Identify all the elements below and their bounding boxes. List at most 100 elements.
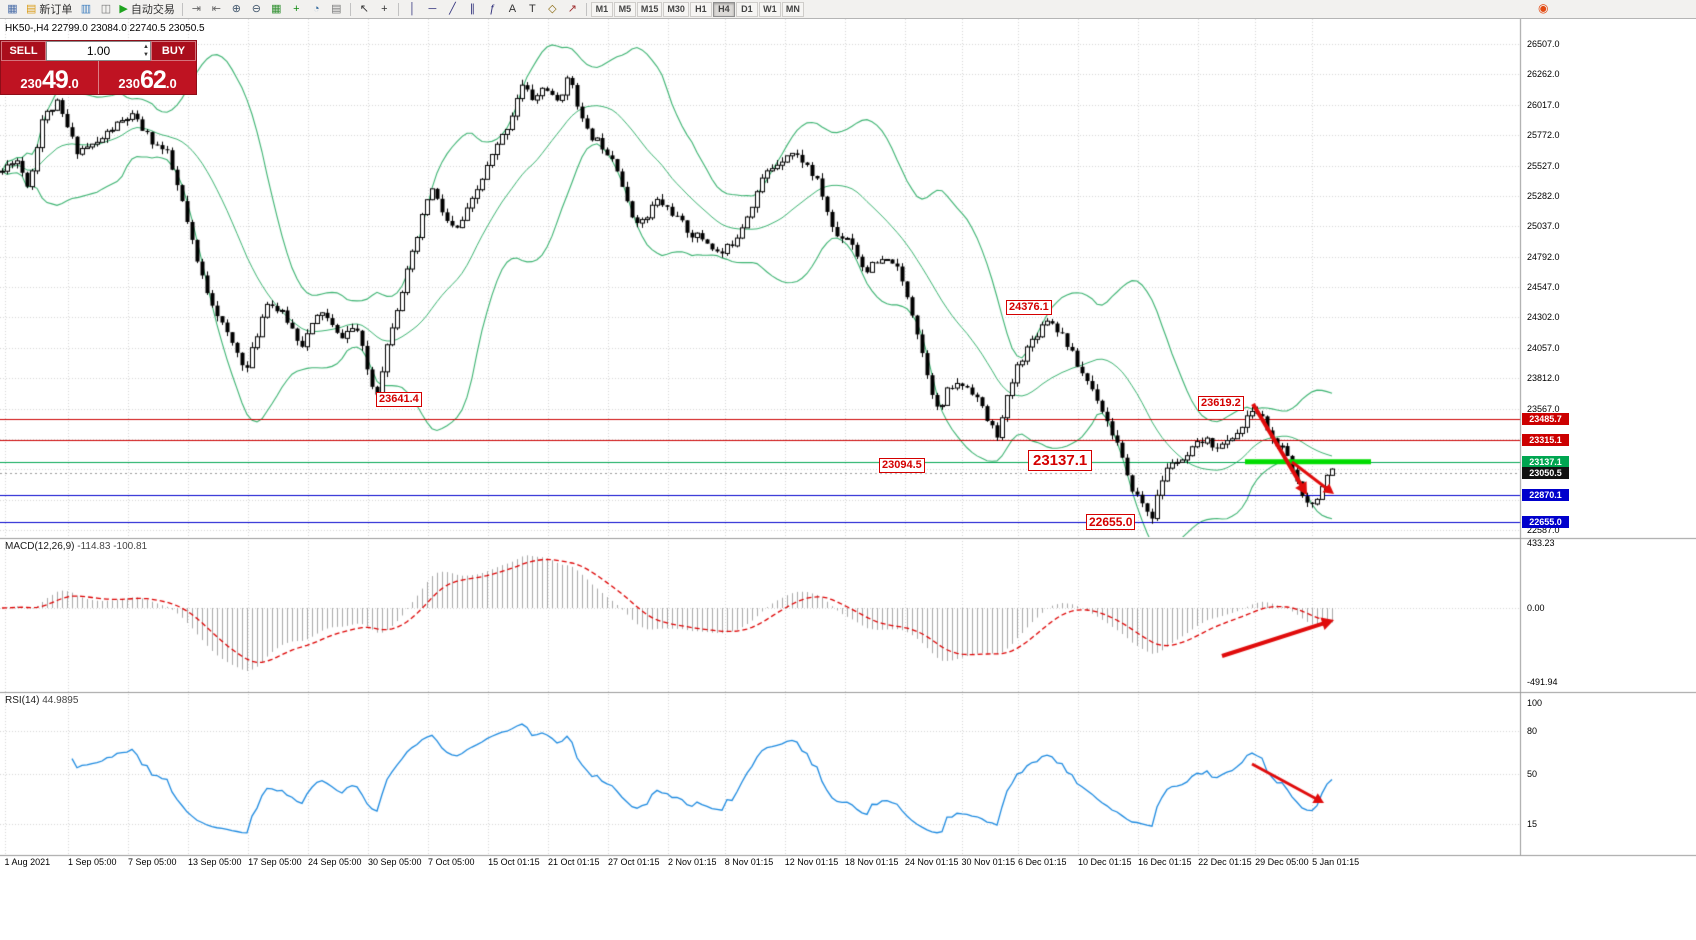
channel-icon: ∥ [469, 2, 476, 15]
tf-m5-button[interactable]: M5 [613, 1, 636, 17]
channel-icon[interactable]: ∥ [463, 1, 482, 17]
tf-m30-button[interactable]: M30 [663, 1, 689, 17]
rsi-axis-label: 80 [1527, 726, 1538, 737]
price-annotation[interactable]: 23094.5 [879, 458, 925, 473]
date-axis-label: 2 Nov 01:15 [668, 857, 717, 867]
trendline-icon: ╱ [449, 2, 456, 15]
new-order-button-label: 新订单 [39, 4, 73, 16]
vertical-line-icon[interactable]: │ [403, 1, 422, 17]
crosshair-icon[interactable]: + [375, 1, 394, 17]
price-axis-label: 23812.0 [1527, 373, 1560, 384]
date-axis-label: 15 Oct 01:15 [488, 857, 540, 867]
sell-price[interactable]: 230 49.0 [20, 66, 79, 94]
auto-scroll-icon[interactable]: ⇤ [207, 1, 226, 17]
zoom-out-icon[interactable]: ⊖ [247, 1, 266, 17]
toolbar: ▦ ▤ 新订单 ▥ ◫ ▶ 自动交易 ⇥ ⇤ ⊕ ⊖ ▦ + ◔ ▤ ↖ + │ ─ ╱ ∥ ƒ A T ◇ ↗ M1 M5 M15 M3… [0, 0, 1696, 19]
price-badge: 23050.5 [1522, 466, 1569, 479]
price-annotation[interactable]: 24376.1 [1006, 300, 1052, 315]
tf-h1-button[interactable]: H1 [689, 1, 712, 17]
price-annotation[interactable]: 23619.2 [1198, 396, 1244, 411]
date-axis-label: 10 Dec 01:15 [1077, 857, 1132, 867]
tf-w1-button[interactable]: W1 [758, 1, 781, 17]
price-axis-label: 22587.0 [1527, 525, 1560, 535]
buy-price[interactable]: 230 62.0 [98, 61, 196, 94]
date-axis-label: 1 Aug 2021 [4, 857, 51, 867]
tf-m1-button[interactable]: M1 [590, 1, 613, 17]
sell-button[interactable]: SELL [1, 41, 46, 61]
volume-value: 1.00 [86, 44, 111, 58]
shapes-icon[interactable]: ◇ [543, 1, 562, 17]
fibonacci-icon: ƒ [489, 2, 496, 15]
zoom-in-icon: ⊕ [231, 2, 241, 15]
price-axis-label: 26262.0 [1527, 69, 1560, 80]
price-badge: 22655.0 [1522, 515, 1569, 528]
price-axis-label: 25037.0 [1527, 221, 1560, 232]
date-axis-label: 1 Sep 05:00 [67, 857, 117, 867]
volume-input[interactable]: 1.00 ▲ ▼ [46, 41, 151, 61]
price-axis-label: 24057.0 [1527, 342, 1560, 353]
rsi-label: RSI(14) 44.9895 [5, 695, 78, 706]
chart-ohlc-info: HK50-,H4 22799.0 23084.0 22740.5 23050.5 [5, 23, 205, 34]
rsi-name: RSI(14) [5, 695, 40, 706]
zoom-in-icon[interactable]: ⊕ [227, 1, 246, 17]
horizontal-line-icon[interactable]: ─ [423, 1, 442, 17]
cursor-icon[interactable]: ↖ [355, 1, 374, 17]
new-chart-icon: ▦ [7, 2, 18, 15]
rsi-axis-label: 50 [1527, 769, 1538, 779]
date-axis-label: 16 Dec 01:15 [1138, 857, 1192, 867]
price-axis-label: 24302.0 [1527, 312, 1560, 323]
autotrade-button[interactable]: ▶ 自动交易 [116, 1, 177, 17]
new-chart-icon[interactable]: ▦ [3, 1, 22, 17]
tf-d1-button[interactable]: D1 [735, 1, 758, 17]
text-icon: A [508, 2, 517, 15]
price-badge: 22870.1 [1522, 488, 1569, 501]
price-axis-label: 23567.0 [1527, 403, 1560, 414]
indicators-icon[interactable]: + [287, 1, 306, 17]
price-annotation[interactable]: 23641.4 [376, 392, 422, 407]
navigator-icon: ◫ [100, 2, 112, 15]
date-axis-label: 12 Nov 01:15 [784, 857, 839, 867]
vertical-line-icon: │ [408, 2, 416, 15]
date-axis-label: 17 Sep 05:00 [248, 857, 302, 867]
macd-name: MACD(12,26,9) [5, 541, 75, 552]
news-alert-icon[interactable]: ◉ [1538, 1, 1549, 15]
crosshair-icon: + [381, 2, 388, 15]
trendline-icon[interactable]: ╱ [443, 1, 462, 17]
date-axis-label: 27 Oct 01:15 [608, 857, 660, 867]
tf-mn-button[interactable]: MN [781, 1, 804, 17]
chart-shift-icon[interactable]: ⇥ [187, 1, 206, 17]
market-watch-icon[interactable]: ▥ [76, 1, 95, 17]
price-axis: 26507.0 26262.0 26017.0 25772.0 25527.0 25282… [1521, 18, 1695, 856]
date-axis-label: 7 Sep 05:00 [127, 857, 177, 867]
volume-up-button[interactable]: ▲ [143, 44, 149, 50]
date-axis-label: 24 Nov 01:15 [904, 857, 959, 867]
periods-icon[interactable]: ◔ [307, 1, 326, 17]
shapes-icon: ◇ [548, 2, 557, 15]
toolbar-separator [181, 2, 183, 16]
label-icon[interactable]: T [523, 1, 542, 17]
buy-button[interactable]: BUY [151, 41, 196, 61]
date-axis-label: 29 Dec 05:00 [1255, 857, 1309, 867]
new-order-button[interactable]: ▤ 新订单 [23, 1, 75, 17]
price-annotation[interactable]: 22655.0 [1086, 514, 1136, 530]
tf-m15-button[interactable]: M15 [636, 1, 663, 17]
fibonacci-icon[interactable]: ƒ [483, 1, 502, 17]
date-axis-label: 24 Sep 05:00 [307, 857, 362, 867]
templates-icon[interactable]: ▤ [327, 1, 346, 17]
price-annotation[interactable]: 23137.1 [1028, 450, 1093, 471]
price-badge: 23315.1 [1522, 433, 1569, 446]
price-badge: 23485.7 [1522, 412, 1569, 425]
arrow-tool-icon[interactable]: ↗ [563, 1, 582, 17]
navigator-icon[interactable]: ◫ [96, 1, 115, 17]
text-icon[interactable]: A [503, 1, 522, 17]
date-axis-label: 30 Nov 01:15 [961, 857, 1016, 867]
tf-h4-button[interactable]: H4 [712, 1, 735, 17]
price-axis-label: 25772.0 [1527, 130, 1560, 141]
tile-windows-icon[interactable]: ▦ [267, 1, 286, 17]
volume-down-button[interactable]: ▼ [143, 52, 149, 58]
toolbar-separator [585, 2, 587, 16]
date-axis-label: 18 Nov 01:15 [844, 857, 899, 867]
autotrade-button: ▶ [119, 2, 128, 15]
